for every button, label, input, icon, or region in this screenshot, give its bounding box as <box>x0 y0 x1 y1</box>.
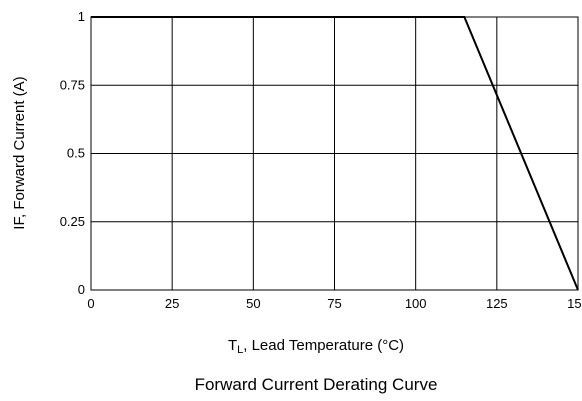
x-tick-label: 75 <box>327 296 341 311</box>
y-tick-label: 0.25 <box>60 214 85 229</box>
chart-title: Forward Current Derating Curve <box>195 375 438 394</box>
grid-lines <box>91 17 578 290</box>
series-layer <box>91 16 579 291</box>
x-tick-labels: 0 25 50 75 100 125 150 <box>87 296 582 311</box>
y-tick-label: 0.75 <box>60 77 85 92</box>
x-tick-label: 25 <box>165 296 179 311</box>
x-tick-label: 50 <box>246 296 260 311</box>
y-tick-label: 0.5 <box>67 146 85 161</box>
y-tick-label: 1 <box>78 9 85 24</box>
x-axis-label-subscript: L <box>237 344 243 356</box>
x-axis-label-main: T <box>228 337 237 354</box>
x-tick-label: 125 <box>486 296 508 311</box>
y-tick-label: 0 <box>78 282 85 297</box>
y-tick-labels: 0 0.25 0.5 0.75 1 <box>60 9 85 297</box>
x-tick-label: 0 <box>87 296 94 311</box>
x-axis-label: TL, Lead Temperature (°C) <box>228 337 404 356</box>
x-axis-label-rest: , Lead Temperature (°C) <box>243 337 404 354</box>
derating-curve-line <box>91 16 579 291</box>
x-tick-label: 150 <box>567 296 582 311</box>
y-axis-label: IF, Forward Current (A) <box>11 76 28 229</box>
x-tick-label: 100 <box>405 296 427 311</box>
